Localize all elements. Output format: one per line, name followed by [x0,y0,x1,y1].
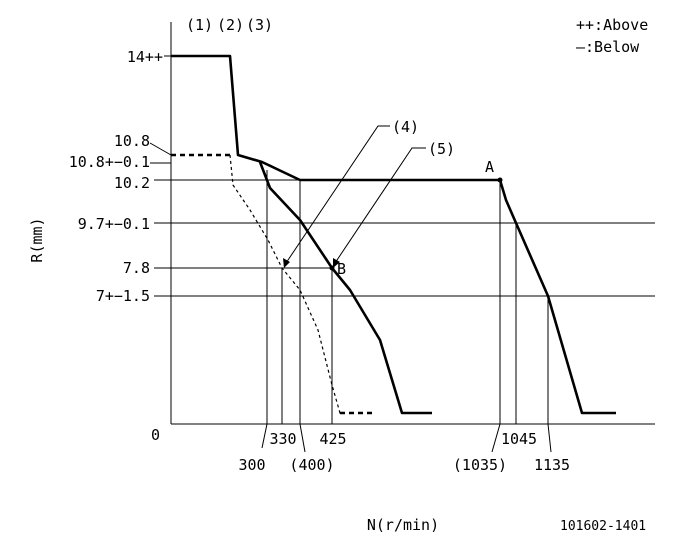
x-tick-label: 1045 [501,430,537,448]
x-tick-label: 330 [269,430,296,448]
x-tick-label: (400) [289,456,334,474]
legend-above: ++:Above [576,16,648,34]
arrowhead-4 [283,258,290,268]
x-tick-label: 425 [319,430,346,448]
header-label-3: (3) [246,16,273,34]
y-axis-title: R(mm) [28,217,46,262]
y-tick-label: 9.7+−0.1 [78,215,150,233]
x-tick-leader [491,423,501,453]
series-upper-thin-segment [237,154,301,181]
legend: ++:Above —:Below [576,16,648,56]
annotations: A B (4) (5) [283,118,494,278]
y-tick-label: 10.8+−0.1 [69,153,150,171]
y-tick-label: 14++ [127,48,163,66]
y-tick-label: 7+−1.5 [96,287,150,305]
annotation-A: A [485,158,494,176]
header-label-2: (2) [217,16,244,34]
x-tick-label: 1135 [534,456,570,474]
x-tick-leader [299,423,306,453]
legend-below: —:Below [576,38,640,56]
x-ticks: 330 300 425 (400) 1045 (1035) 1135 [238,423,570,474]
x-tick-label: (1035) [453,456,507,474]
y-tick-label: 10.8 [114,132,150,150]
leader-4 [283,125,390,267]
y-tick-label: 10.2 [114,174,150,192]
series-upper-curve [171,54,616,415]
y-tick-leader [149,142,172,156]
curves [171,54,616,415]
series-below-curve [229,154,345,414]
markers [329,177,503,271]
marker-A [497,177,503,183]
x-tick-leader [547,423,552,453]
y-tick-label: 7.8 [123,259,150,277]
header-label-1: (1) [186,16,213,34]
x-tick-label: 300 [238,456,265,474]
header-labels: (1) (2) (3) [186,16,273,34]
footer-code: 101602-1401 [560,519,646,534]
reference-lines-vertical [266,170,549,424]
reference-lines-horizontal [171,179,655,297]
x-tick-leader [261,423,268,449]
arrowhead-5 [333,258,340,268]
annotation-B: B [337,260,346,278]
y-ticks: 14++ 10.8 10.8+−0.1 10.2 9.7+−0.1 7.8 7+… [69,48,172,444]
annotation-4: (4) [392,118,419,136]
x-axis-title: N(r/min) [367,516,439,534]
series-lower-curve [258,161,432,415]
y-tick-label: 0 [151,426,160,444]
leader-5 [332,147,426,267]
annotation-5: (5) [428,140,455,158]
